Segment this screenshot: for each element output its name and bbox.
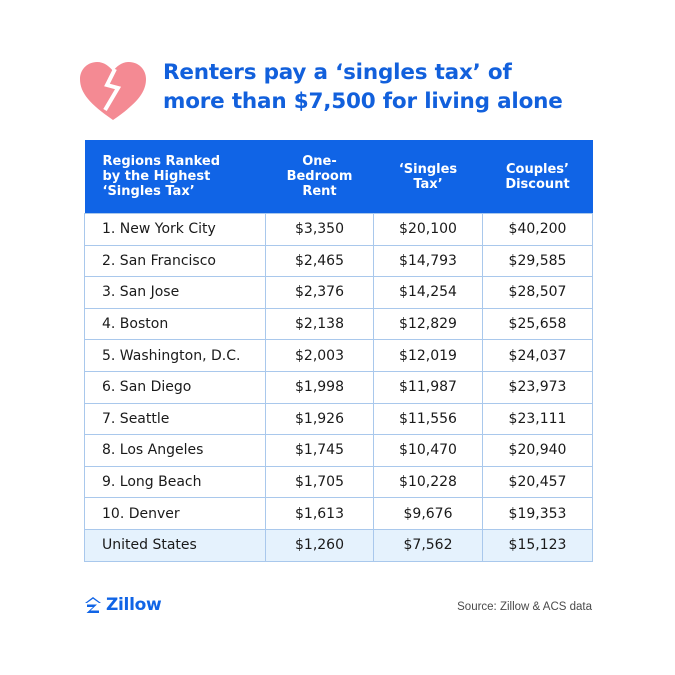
table-row: 1. New York City $3,350 $20,100 $40,200 (84, 213, 593, 246)
table-row: United States $1,260 $7,562 $15,123 (84, 528, 593, 562)
table-row: 3. San Jose $2,376 $14,254 $28,507 (84, 276, 593, 309)
cell-rent: $2,138 (265, 307, 374, 341)
column-header-region: Regions Ranked by the Highest ‘Singles T… (84, 140, 266, 214)
table-row: 4. Boston $2,138 $12,829 $25,658 (84, 307, 593, 341)
cell-rent: $2,003 (265, 339, 374, 372)
cell-singles-tax: $7,562 (373, 528, 483, 562)
table-row: 7. Seattle $1,926 $11,556 $23,111 (84, 402, 593, 436)
cell-couples-discount: $19,353 (482, 497, 593, 530)
cell-singles-tax: $14,793 (373, 244, 483, 278)
cell-couples-discount: $25,658 (482, 307, 593, 341)
cell-couples-discount: $23,973 (482, 370, 593, 404)
cell-rent: $1,998 (265, 370, 374, 404)
cell-singles-tax: $12,019 (373, 339, 483, 372)
header-row: Regions Ranked by the Highest ‘Singles T… (84, 140, 593, 214)
table-row: 2. San Francisco $2,465 $14,793 $29,585 (84, 244, 593, 278)
column-header-couples-discount: Couples’ Discount (482, 140, 593, 214)
cell-singles-tax: $11,987 (373, 370, 483, 404)
cell-region: 5. Washington, D.C. (84, 339, 266, 372)
cell-region: 9. Long Beach (84, 465, 266, 499)
cell-region: 8. Los Angeles (84, 434, 266, 467)
cell-singles-tax: $11,556 (373, 402, 483, 436)
cell-region: 3. San Jose (84, 276, 266, 309)
cell-singles-tax: $10,470 (373, 434, 483, 467)
cell-couples-discount: $20,457 (482, 465, 593, 499)
cell-rent: $1,745 (265, 434, 374, 467)
table-row: 8. Los Angeles $1,745 $10,470 $20,940 (84, 434, 593, 467)
singles-tax-table: Regions Ranked by the Highest ‘Singles T… (84, 140, 593, 562)
cell-rent: $1,926 (265, 402, 374, 436)
title-line-1: Renters pay a ‘singles tax’ of (163, 60, 512, 85)
column-header-singles-tax: ‘Singles Tax’ (373, 140, 483, 214)
cell-region: United States (84, 528, 266, 562)
cell-couples-discount: $15,123 (482, 528, 593, 562)
table-row: 6. San Diego $1,998 $11,987 $23,973 (84, 370, 593, 404)
cell-couples-discount: $28,507 (482, 276, 593, 309)
cell-region: 7. Seattle (84, 402, 266, 436)
column-header-rent: One-Bedroom Rent (265, 140, 374, 214)
cell-rent: $1,613 (265, 497, 374, 530)
zillow-logo: Zillow (84, 594, 162, 616)
table-row: 10. Denver $1,613 $9,676 $19,353 (84, 497, 593, 530)
page-title: Renters pay a ‘singles tax’ of more than… (163, 58, 563, 116)
cell-couples-discount: $23,111 (482, 402, 593, 436)
cell-rent: $1,260 (265, 528, 374, 562)
cell-singles-tax: $12,829 (373, 307, 483, 341)
table-header: Regions Ranked by the Highest ‘Singles T… (84, 140, 593, 214)
cell-singles-tax: $9,676 (373, 497, 483, 530)
cell-singles-tax: $14,254 (373, 276, 483, 309)
zillow-logo-icon (85, 597, 101, 613)
cell-couples-discount: $24,037 (482, 339, 593, 372)
cell-singles-tax: $10,228 (373, 465, 483, 499)
cell-region: 10. Denver (84, 497, 266, 530)
cell-region: 2. San Francisco (84, 244, 266, 278)
cell-region: 1. New York City (84, 213, 266, 246)
cell-rent: $2,376 (265, 276, 374, 309)
cell-singles-tax: $20,100 (373, 213, 483, 246)
cell-region: 6. San Diego (84, 370, 266, 404)
cell-couples-discount: $20,940 (482, 434, 593, 467)
cell-rent: $1,705 (265, 465, 374, 499)
cell-couples-discount: $40,200 (482, 213, 593, 246)
cell-rent: $2,465 (265, 244, 374, 278)
table-body: 1. New York City $3,350 $20,100 $40,200 2. S… (84, 213, 593, 562)
title-line-2: more than $7,500 for living alone (163, 89, 563, 114)
source-note: Source: Zillow & ACS data (457, 601, 592, 613)
table-row: 9. Long Beach $1,705 $10,228 $20,457 (84, 465, 593, 499)
table-row: 5. Washington, D.C. $2,003 $12,019 $24,037 (84, 339, 593, 372)
broken-heart-icon (80, 62, 146, 120)
logo-text: Zillow (106, 595, 162, 615)
cell-region: 4. Boston (84, 307, 266, 341)
cell-couples-discount: $29,585 (482, 244, 593, 278)
cell-rent: $3,350 (265, 213, 374, 246)
